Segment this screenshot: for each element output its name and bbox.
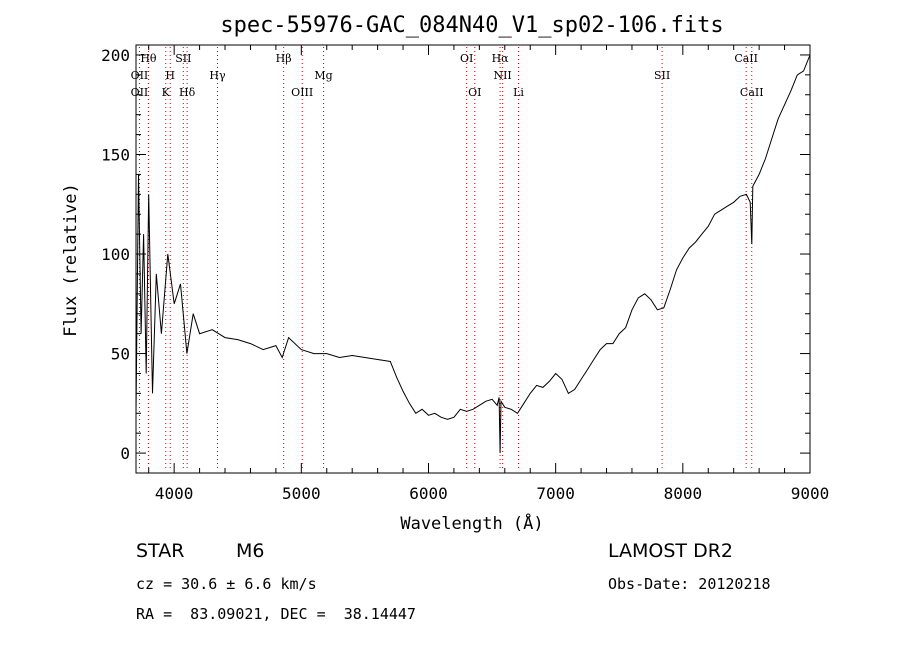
spectral-line-label: H: [165, 69, 175, 82]
spectral-line-label: SII: [654, 69, 670, 82]
spectral-line-markers: [138, 47, 753, 471]
spectral-line-label: CaII: [734, 52, 758, 65]
coordinates: RA = 83.09021, DEC = 38.14447: [136, 605, 416, 623]
spectral-line-label: OII: [131, 69, 149, 82]
spectral-line-label: OI: [468, 86, 481, 99]
spectral-line-label: Hδ: [179, 86, 196, 99]
spectral-line-label: Mg: [314, 69, 332, 82]
x-tick-label: 8000: [664, 484, 703, 503]
x-tick-label: 4000: [155, 484, 194, 503]
y-axis-label: Flux (relative): [61, 183, 81, 337]
spectral-line-label: Hβ: [276, 52, 292, 65]
spectral-line-label: Li: [513, 86, 524, 99]
object-subclass: M6: [236, 540, 265, 562]
spectral-line-label: OII: [131, 86, 149, 99]
spectral-line-label: K: [162, 86, 171, 99]
spectral-line-label: Hγ: [209, 69, 226, 82]
y-tick-label: 200: [101, 46, 130, 65]
x-tick-label: 7000: [536, 484, 575, 503]
y-tick-label: 100: [101, 245, 130, 264]
y-axis-ticks: 0 50 100 150 200: [101, 46, 810, 463]
x-tick-label: 9000: [791, 484, 830, 503]
plot-frame: [135, 44, 811, 474]
survey-name: LAMOST DR2: [608, 540, 733, 562]
spectral-line-label: SII: [175, 52, 191, 65]
redshift-text: cz = 30.6 ± 6.6 km/s: [136, 575, 317, 593]
spectral-line-label: Hθ: [140, 52, 157, 65]
y-tick-label: 0: [120, 444, 130, 463]
y-tick-label: 150: [101, 145, 130, 164]
chart-title: spec-55976-GAC_084N40_V1_sp02-106.fits: [220, 13, 723, 38]
obs-date: Obs-Date: 20120218: [608, 575, 771, 593]
spectrum-line: [135, 54, 811, 454]
spectral-line-label: Hα: [492, 52, 510, 65]
spectral-line-label: NII: [493, 69, 511, 82]
x-axis-label: Wavelength (Å): [400, 512, 543, 534]
spectral-line-label: CaII: [740, 86, 764, 99]
x-tick-label: 6000: [409, 484, 448, 503]
object-class: STAR: [136, 540, 185, 562]
spectral-line-label: OIII: [291, 86, 313, 99]
x-tick-label: 5000: [282, 484, 321, 503]
x-axis-ticks: 4000 5000 6000 7000 8000 9000: [148, 45, 830, 503]
y-tick-label: 50: [111, 345, 130, 364]
spectral-line-label: OI: [460, 52, 473, 65]
